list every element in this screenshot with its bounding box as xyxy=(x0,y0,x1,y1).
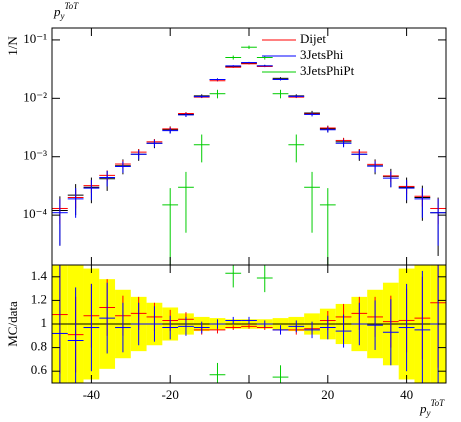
y-tick-label: 10⁻³ xyxy=(23,148,47,163)
x-tick-label: 20 xyxy=(321,387,334,402)
title-sup: ToT xyxy=(65,1,80,11)
x-tick-label: -20 xyxy=(162,387,179,402)
x-label-sup: ToT xyxy=(431,398,446,408)
legend-label: 3JetsPhiPt xyxy=(300,63,355,78)
ratio-frame xyxy=(51,264,447,384)
y-tick-label: 10⁻⁴ xyxy=(23,206,48,221)
legend-label: Dijet xyxy=(300,31,326,46)
y-tick-label: 10⁻² xyxy=(23,89,47,104)
y-tick-label: 1 xyxy=(41,315,48,330)
axes-layer: 10⁻¹ 10⁻² 10⁻³ 10⁻⁴ 0.6 0.8 1 1.2 1.4 -40 -20 0 20 40 xyxy=(23,28,446,402)
y-tick-label: 1.2 xyxy=(31,291,47,306)
y-tick-label: 10⁻¹ xyxy=(23,31,47,46)
title: pyToT xyxy=(53,1,79,21)
ratio-plot-layer xyxy=(52,265,446,383)
x-axis-label: pyToT xyxy=(419,398,445,418)
x-label-base: p xyxy=(419,401,427,416)
x-tick-label: 0 xyxy=(246,387,253,402)
title-sub: y xyxy=(60,11,65,21)
y-tick-label: 0.6 xyxy=(31,362,48,377)
legend-label: 3JetsPhi xyxy=(300,47,344,62)
y-tick-label: 1.4 xyxy=(31,268,48,283)
ratio-y-axis-label: MC/data xyxy=(5,301,20,347)
x-tick-label: -40 xyxy=(83,387,100,402)
main-plot-layer xyxy=(52,45,446,265)
title-base: p xyxy=(53,4,61,19)
x-label-sub: y xyxy=(426,408,431,418)
y-tick-label: 0.8 xyxy=(31,339,47,354)
x-tick-label: 40 xyxy=(400,387,413,402)
y-axis-label: 1/N xyxy=(5,36,20,56)
